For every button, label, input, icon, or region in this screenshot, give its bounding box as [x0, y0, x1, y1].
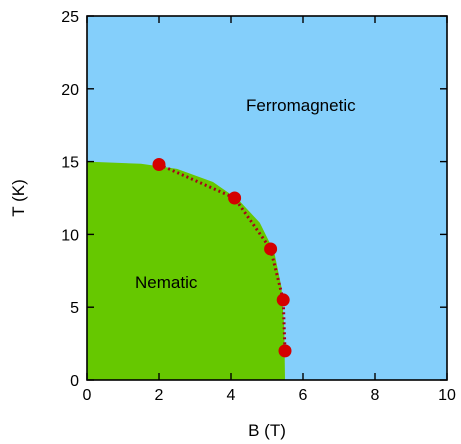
nematic-region — [87, 161, 285, 380]
data-point — [278, 344, 292, 358]
data-point — [276, 293, 290, 307]
x-tick-label: 8 — [371, 387, 380, 404]
x-tick-label: 0 — [83, 387, 92, 404]
region-label-ferromagnetic: Ferromagnetic — [246, 96, 356, 115]
x-tick-label: 10 — [438, 387, 456, 404]
y-tick-label: 10 — [61, 227, 79, 244]
x-tick-label: 4 — [227, 387, 236, 404]
y-tick-label: 20 — [61, 82, 79, 99]
plot-frame — [86, 15, 448, 381]
data-points — [152, 158, 292, 358]
y-tick-label: 15 — [61, 155, 79, 172]
region-label-nematic: Nematic — [135, 273, 198, 292]
x-axis-title: B (T) — [248, 421, 286, 440]
y-tick-label: 25 — [61, 9, 79, 26]
x-tick-label: 6 — [299, 387, 308, 404]
data-point — [264, 242, 278, 256]
data-point — [152, 158, 166, 172]
x-ticks: 0 2 4 6 8 10 — [83, 16, 456, 404]
x-tick-label: 2 — [155, 387, 164, 404]
y-tick-label: 0 — [70, 373, 79, 390]
y-axis-title: T (K) — [9, 179, 28, 216]
y-ticks: 0 5 10 15 20 25 — [61, 9, 447, 390]
data-point — [228, 191, 242, 205]
y-tick-label: 5 — [70, 300, 79, 317]
